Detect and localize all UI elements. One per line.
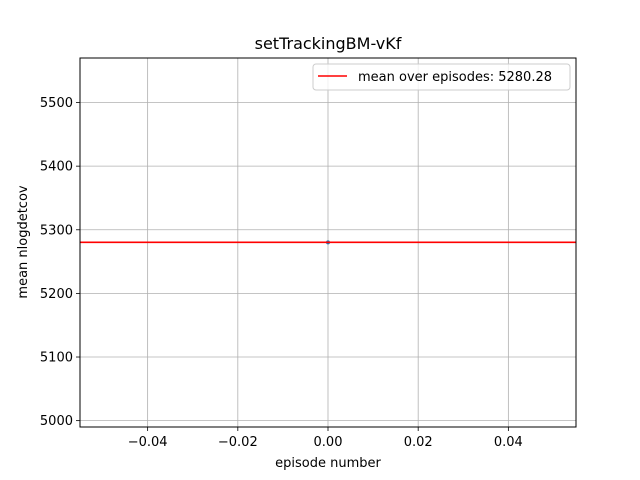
chart-title: setTrackingBM-vKf <box>255 34 402 53</box>
y-tick-label: 5500 <box>40 96 73 111</box>
legend-label-mean: mean over episodes: 5280.28 <box>358 70 552 85</box>
x-axis-label: episode number <box>275 456 381 471</box>
plot-frame <box>79 57 577 428</box>
legend: mean over episodes: 5280.28 <box>312 63 571 91</box>
y-tick-label: 5200 <box>40 287 73 302</box>
x-tick-label: −0.02 <box>218 435 258 450</box>
y-tick-label: 5400 <box>40 160 73 175</box>
x-tick-label: 0.02 <box>404 435 433 450</box>
legend-box <box>312 63 571 91</box>
grid <box>80 58 576 427</box>
y-axis-label: mean nlogdetcov <box>16 185 31 299</box>
x-tick-label: −0.04 <box>128 435 168 450</box>
y-tick-label: 5300 <box>40 223 73 238</box>
y-tick-label: 5100 <box>40 351 73 366</box>
x-tick-label: 0.00 <box>314 435 343 450</box>
x-ticks: −0.04 −0.02 0.00 0.02 0.04 <box>128 427 523 450</box>
y-tick-label: 5000 <box>40 414 73 429</box>
x-tick-label: 0.04 <box>494 435 523 450</box>
marks <box>80 240 576 245</box>
y-ticks: 5000 5100 5200 5300 5400 5500 <box>40 96 80 429</box>
